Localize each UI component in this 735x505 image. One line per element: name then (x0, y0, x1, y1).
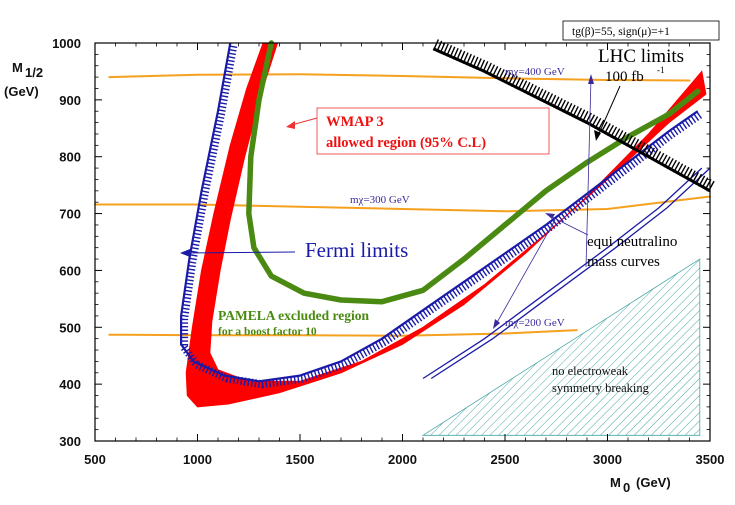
x-axis-title-sub: 0 (623, 480, 630, 495)
x-axis-unit: (GeV) (636, 475, 671, 490)
y-axis-title-sub: 1/2 (25, 65, 43, 80)
series-wmap-3-allowed-region-95-c-l (185, 42, 707, 408)
x-tick-label: 2000 (388, 452, 417, 467)
tick-layer: 500 1000 1500 2000 2500 3000 3500 300 400 500 600 7… (52, 36, 724, 467)
lhc-title: LHC limits (598, 46, 684, 67)
series-m-200-gev (108, 329, 578, 337)
lhc-lumi: 100 fb (605, 69, 644, 85)
lhc-lumi-sup: -1 (657, 65, 665, 75)
y-axis-title: M (12, 60, 23, 75)
series-equi-neutralino-mass-curves-second (430, 167, 711, 380)
y-tick-label: 400 (59, 377, 81, 392)
m400-label: mχ=400 GeV (505, 66, 565, 78)
fermi-label: Fermi limits (305, 238, 408, 262)
series-lhc-limits-100-fb-1-hatch (432, 39, 715, 193)
series-layer (94, 39, 715, 408)
ewsb-label-line2: symmetry breaking (552, 381, 650, 395)
x-tick-label: 2500 (491, 452, 520, 467)
y-tick-label: 800 (59, 150, 81, 165)
ewsb-label-line1: no electroweak (552, 364, 629, 378)
x-axis-title: M (610, 475, 621, 490)
m400-arrow (585, 77, 592, 268)
y-tick-label: 300 (59, 434, 81, 449)
y-axis-unit: (GeV) (4, 84, 39, 99)
equi-label-line1: equi neutralino (587, 234, 677, 250)
x-tick-label: 1500 (286, 452, 315, 467)
fermi-arrow-head (180, 249, 190, 257)
m200-arrow (494, 219, 556, 327)
wmap-label-box (316, 107, 550, 155)
wmap-label-line1: WMAP 3 (326, 114, 384, 130)
y-tick-label: 500 (59, 320, 81, 335)
y-tick-label: 900 (59, 93, 81, 108)
series-equi-neutralino-mass-curves (422, 167, 703, 380)
equi-label-line2: mass curves (587, 254, 660, 270)
m200-arrow-head (493, 319, 500, 329)
m400-arrow-head (588, 74, 594, 84)
series-m-300-gev (94, 195, 711, 213)
corner-box-text: tg(β)=55, sign(μ)=+1 (572, 26, 670, 38)
pamela-label-line1: PAMELA excluded region (218, 308, 369, 323)
lhc-arrow-head (594, 130, 601, 141)
fermi-arrow (184, 251, 296, 254)
x-tick-label: 3500 (696, 452, 725, 467)
m200-label: mχ=200 GeV (505, 317, 565, 329)
equi-arrow (547, 214, 589, 236)
no-ewsb-region (421, 258, 701, 436)
series-m-400-gev (108, 73, 691, 82)
x-tick-label: 1000 (183, 452, 212, 467)
wmap-label-line2: allowed region (95% C.L) (326, 135, 486, 151)
equi-arrow-head (545, 213, 555, 219)
x-tick-label: 3000 (593, 452, 622, 467)
y-tick-label: 600 (59, 263, 81, 278)
y-tick-label: 1000 (52, 36, 81, 51)
x-tick-label: 500 (84, 452, 106, 467)
corner-box (562, 20, 720, 41)
pamela-label-line2: for a boost factor 10 (218, 326, 317, 338)
m300-label: mχ=300 GeV (350, 194, 410, 206)
wmap-arrow-head (286, 121, 295, 129)
lhc-arrow (596, 85, 621, 139)
series-pamela-excluded-region-for-a-boost-factor-10 (246, 40, 701, 305)
y-tick-label: 700 (59, 207, 81, 222)
